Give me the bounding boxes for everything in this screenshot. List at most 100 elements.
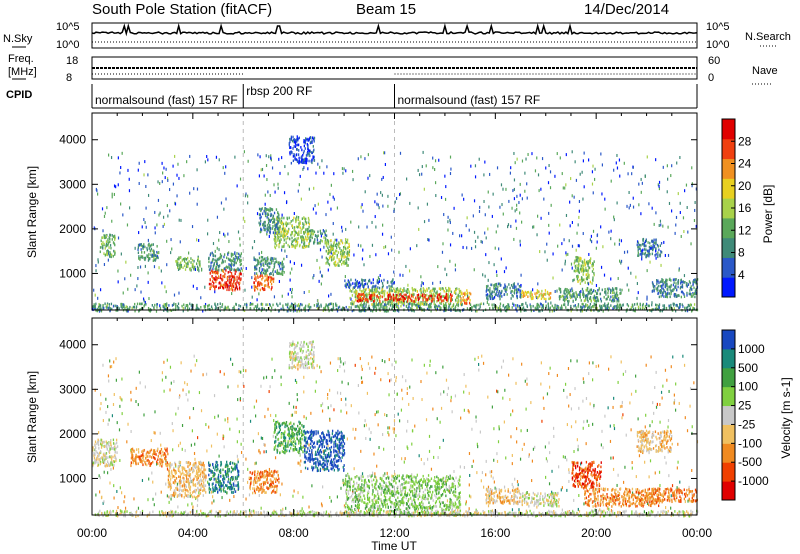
heatmap-cell	[660, 223, 662, 227]
heatmap-cell	[312, 150, 315, 153]
heatmap-cell	[447, 289, 449, 292]
heatmap-cell	[495, 270, 498, 274]
heatmap-cell	[334, 260, 337, 264]
heatmap-cell	[342, 362, 345, 366]
heatmap-cell	[107, 242, 110, 245]
heatmap-cell	[425, 164, 427, 168]
heatmap-cell	[475, 415, 477, 419]
heatmap-cell	[421, 296, 424, 300]
heatmap-cell	[658, 303, 661, 306]
heatmap-cell	[379, 296, 381, 300]
heatmap-cell	[420, 300, 422, 304]
heatmap-cell	[353, 467, 355, 471]
heatmap-cell	[274, 246, 277, 250]
heatmap-cell	[437, 299, 439, 302]
heatmap-cell	[330, 302, 333, 306]
heatmap-cell	[342, 246, 345, 249]
heatmap-cell	[489, 470, 491, 474]
heatmap-cell	[326, 304, 328, 308]
heatmap-cell	[234, 155, 236, 159]
heatmap-cell	[516, 203, 518, 207]
heatmap-cell	[380, 279, 383, 283]
heatmap-cell	[593, 177, 596, 181]
heatmap-cell	[245, 192, 247, 196]
heatmap-cell	[583, 264, 585, 268]
heatmap-cell	[268, 234, 270, 238]
label-nsky: N.Sky	[3, 33, 33, 45]
heatmap-cell	[235, 282, 237, 285]
heatmap-cell	[395, 290, 397, 294]
heatmap-cell	[251, 276, 253, 280]
heatmap-cell	[590, 234, 593, 238]
heatmap-cell	[346, 252, 348, 255]
heatmap-cell	[637, 249, 639, 252]
heatmap-cell	[258, 213, 261, 216]
heatmap-cell	[277, 212, 280, 216]
heatmap-cell	[455, 288, 457, 292]
heatmap-cell	[683, 295, 686, 298]
heatmap-cell	[156, 244, 158, 248]
heatmap-cell	[361, 257, 364, 261]
heatmap-cell	[207, 158, 209, 162]
heatmap-cell	[618, 299, 620, 303]
heatmap-cell	[149, 244, 151, 248]
heatmap-cell	[643, 241, 646, 245]
heatmap-cell	[461, 291, 463, 295]
heatmap-cell	[426, 289, 428, 292]
heatmap-cell	[351, 290, 353, 293]
heatmap-cell	[330, 239, 332, 242]
heatmap-cell	[547, 181, 550, 185]
heatmap-cell	[580, 309, 582, 313]
heatmap-cell	[454, 306, 456, 310]
heatmap-cell	[260, 228, 263, 232]
heatmap-cell	[591, 240, 593, 244]
heatmap-cell	[542, 294, 544, 298]
heatmap-cell	[582, 267, 584, 270]
heatmap-cell	[570, 289, 572, 293]
heatmap-cell	[550, 291, 552, 295]
heatmap-cell	[564, 295, 566, 299]
heatmap-cell	[320, 234, 323, 238]
heatmap-cell	[348, 253, 350, 257]
heatmap-cell	[231, 263, 233, 266]
heatmap-cell	[620, 261, 622, 265]
heatmap-cell	[585, 288, 587, 292]
heatmap-cell	[308, 303, 310, 306]
heatmap-cell	[112, 254, 114, 258]
heatmap-cell	[147, 280, 149, 284]
heatmap-cell	[360, 290, 363, 293]
heatmap-cell	[279, 240, 282, 243]
heatmap-cell	[305, 157, 307, 160]
heatmap-cell	[689, 303, 692, 306]
heatmap-cell	[588, 266, 591, 270]
heatmap-cell	[367, 176, 369, 180]
heatmap-cell	[587, 262, 589, 265]
heatmap-cell	[589, 302, 592, 306]
heatmap-cell	[233, 280, 235, 284]
heatmap-cell	[236, 278, 238, 282]
heatmap-cell	[305, 137, 307, 140]
heatmap-cell	[341, 167, 344, 171]
heatmap-cell	[321, 274, 323, 278]
heatmap-cell	[313, 136, 316, 140]
heatmap-cell	[541, 293, 544, 297]
heatmap-cell	[653, 245, 655, 249]
heatmap-cell	[371, 298, 373, 302]
heatmap-cell	[297, 189, 299, 193]
heatmap-cell	[300, 146, 302, 149]
heatmap-cell	[565, 297, 567, 301]
heatmap-cell	[666, 293, 668, 296]
heatmap-cell	[422, 287, 424, 290]
heatmap-cell	[227, 266, 229, 269]
heatmap-cell	[540, 294, 543, 297]
heatmap-cell	[269, 262, 271, 266]
heatmap-cell	[648, 254, 650, 258]
heatmap-cell	[688, 280, 691, 283]
heatmap-cell	[281, 156, 283, 160]
heatmap-cell	[681, 290, 684, 294]
heatmap-cell	[281, 260, 284, 264]
heatmap-cell	[207, 218, 209, 222]
heatmap-cell	[146, 248, 149, 252]
heatmap-cell	[669, 295, 671, 299]
heatmap-cell	[123, 500, 125, 504]
